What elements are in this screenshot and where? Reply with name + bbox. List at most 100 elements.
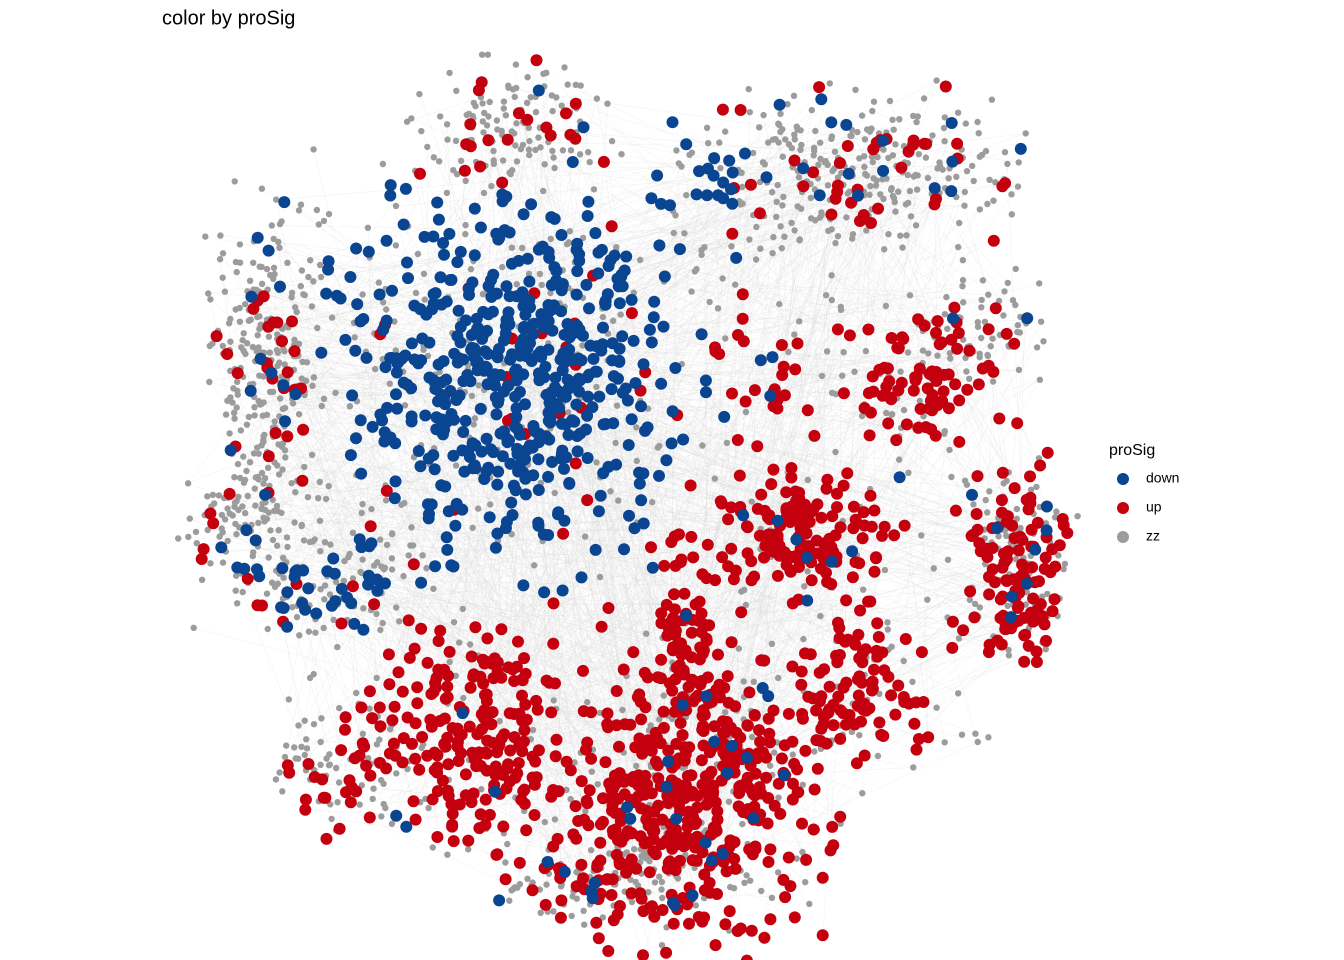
node (218, 511, 226, 519)
node (902, 201, 910, 208)
node (767, 762, 774, 769)
node (947, 355, 954, 362)
node (568, 912, 575, 920)
node (815, 722, 828, 735)
node (940, 124, 948, 132)
node (288, 289, 296, 296)
edge (225, 257, 370, 552)
node (523, 99, 531, 107)
edge (396, 600, 847, 608)
edge (276, 349, 488, 444)
edge (469, 340, 588, 804)
node (615, 497, 622, 504)
node (258, 469, 266, 477)
node (645, 889, 652, 896)
edge (368, 506, 838, 585)
edge (705, 622, 1015, 870)
edge (564, 306, 664, 960)
node (489, 760, 502, 773)
node (547, 840, 560, 853)
node (774, 181, 781, 189)
node (946, 446, 953, 454)
node (550, 733, 563, 746)
node (745, 924, 758, 937)
node (716, 139, 723, 146)
node (857, 506, 870, 519)
node (447, 835, 460, 848)
node (322, 495, 330, 503)
node (667, 917, 680, 930)
node (393, 770, 400, 777)
node (984, 509, 991, 516)
edge (786, 510, 990, 595)
node (743, 843, 756, 856)
node (942, 368, 955, 381)
edge (305, 809, 589, 826)
node (854, 128, 861, 136)
node (392, 666, 405, 679)
node (919, 421, 932, 434)
node (777, 360, 790, 373)
node (881, 246, 888, 253)
node (840, 594, 853, 607)
node (760, 771, 773, 784)
edge (407, 97, 481, 122)
node (773, 539, 786, 552)
node (694, 641, 707, 654)
node (525, 270, 533, 278)
node (679, 644, 692, 657)
node (889, 192, 897, 200)
node (499, 157, 507, 164)
node (986, 488, 993, 495)
edge (284, 364, 639, 698)
node (382, 648, 395, 661)
node (888, 643, 895, 650)
node (206, 342, 213, 350)
node (579, 234, 587, 242)
node (861, 153, 868, 160)
node (1017, 524, 1024, 532)
edge (368, 162, 940, 759)
node (340, 786, 352, 799)
node (446, 818, 459, 831)
node (832, 448, 839, 456)
edge (622, 283, 1040, 393)
node (668, 588, 680, 601)
node (276, 769, 283, 776)
node (479, 689, 491, 701)
node (516, 689, 528, 702)
node (548, 92, 555, 99)
node (313, 206, 321, 214)
node (608, 137, 616, 145)
node (234, 387, 241, 394)
edge (189, 453, 562, 519)
node (262, 450, 275, 463)
node (933, 338, 946, 351)
node (258, 280, 266, 287)
node (356, 801, 363, 808)
node (264, 464, 272, 471)
node (226, 510, 233, 517)
edge (587, 346, 597, 804)
node (874, 752, 882, 760)
node (327, 541, 334, 548)
node (269, 427, 282, 439)
node (573, 895, 580, 902)
node (525, 198, 538, 211)
node (281, 753, 289, 761)
node (414, 167, 426, 180)
node (913, 186, 921, 193)
node (519, 698, 532, 711)
node (559, 147, 567, 154)
node (773, 213, 780, 220)
node (993, 412, 1006, 425)
node (784, 564, 797, 577)
node (633, 424, 640, 431)
edge (748, 612, 1004, 788)
node (276, 220, 284, 228)
node (648, 295, 661, 308)
node (416, 731, 429, 743)
node (738, 169, 745, 176)
node (295, 207, 303, 214)
node (860, 586, 867, 593)
